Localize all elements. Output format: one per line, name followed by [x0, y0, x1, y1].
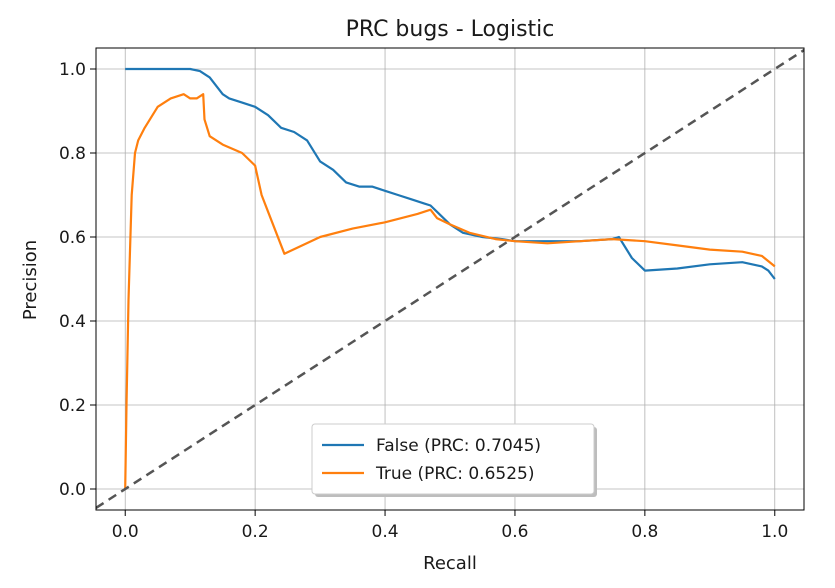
- series-line-false: [125, 67, 776, 280]
- plot-lines: [96, 49, 804, 509]
- grid: [96, 48, 804, 510]
- series-group: [96, 49, 804, 509]
- axes-frame: [95, 47, 805, 511]
- y-tick-label: 0.4: [59, 312, 86, 332]
- legend-label: False (PRC: 0.7045): [376, 436, 541, 456]
- series-line-true: [124, 93, 776, 490]
- y-axis-label: Precision: [20, 240, 41, 320]
- y-tick-label: 0.6: [59, 228, 86, 248]
- x-tick-label: 0.6: [501, 522, 528, 542]
- legend-box: [311, 423, 595, 495]
- x-axis-label: Recall: [423, 553, 477, 574]
- legend-label: True (PRC: 0.6525): [375, 464, 534, 484]
- legend: False (PRC: 0.7045) True (PRC: 0.6525): [311, 423, 597, 497]
- x-tick-label: 1.0: [761, 522, 788, 542]
- x-tick-label: 0.4: [372, 522, 399, 542]
- y-tick-label: 0.8: [59, 144, 86, 164]
- y-tick-label: 1.0: [59, 60, 86, 80]
- x-ticks: 0.0 0.2 0.4 0.6 0.8 1.0: [112, 510, 788, 542]
- chart-title: PRC bugs - Logistic: [346, 17, 555, 42]
- y-tick-label: 0.0: [59, 480, 86, 500]
- x-tick-label: 0.0: [112, 522, 139, 542]
- reference-diagonal-line: [96, 49, 804, 509]
- x-tick-label: 0.8: [631, 522, 658, 542]
- x-tick-label: 0.2: [242, 522, 269, 542]
- y-tick-label: 0.2: [59, 396, 86, 416]
- y-ticks: 0.0 0.2 0.4 0.6 0.8 1.0: [59, 60, 96, 500]
